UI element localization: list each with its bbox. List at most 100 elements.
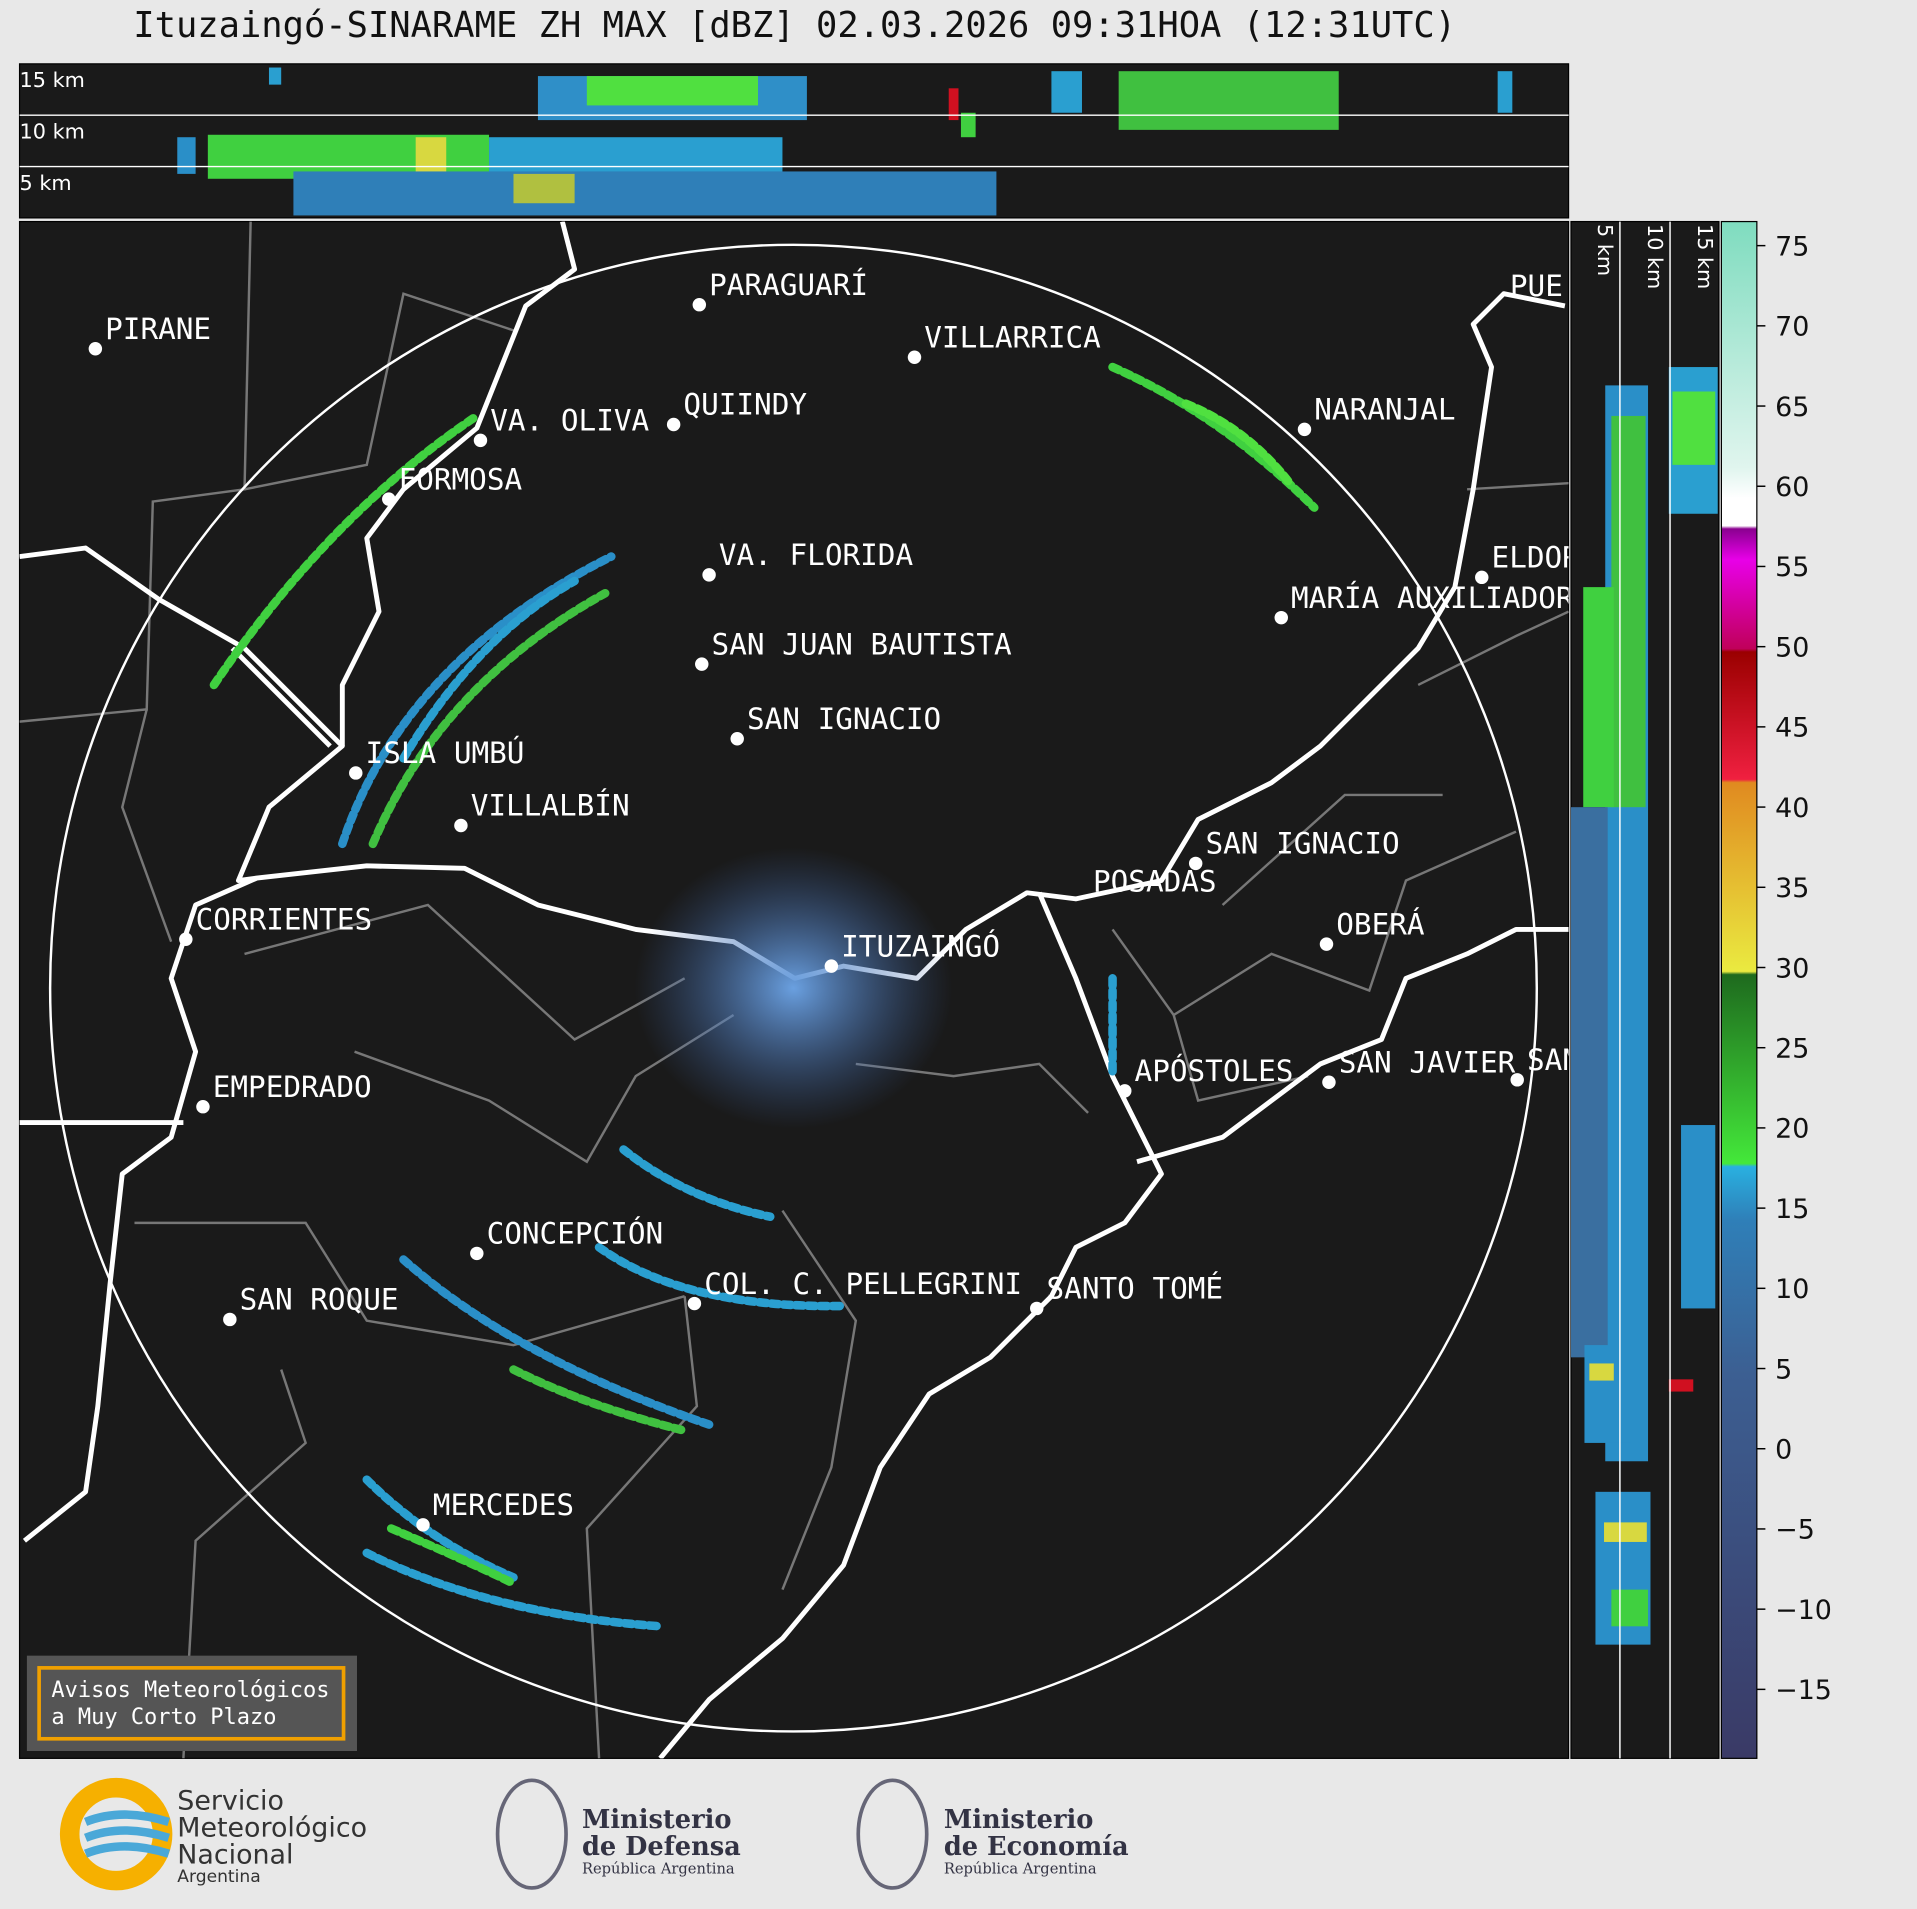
city-dot (1297, 422, 1312, 437)
city-label: SAN JUAN BAUTISTA (712, 627, 1013, 661)
colorbar-tick-label: 55 (1775, 552, 1809, 583)
colorbar-tick-label: 5 (1775, 1354, 1792, 1385)
range-ring (48, 243, 1539, 1733)
city-dot (196, 1099, 210, 1114)
city-label: MERCEDES (433, 1488, 574, 1522)
city-label: SAN ROQUE (240, 1283, 399, 1317)
city-label: SANTO TOMÉ (1047, 1271, 1224, 1306)
warning-box[interactable] (26, 1655, 357, 1752)
city-label: QUIINDY (683, 388, 807, 422)
city-dot (1274, 610, 1288, 625)
top-echoes (177, 67, 1513, 216)
city-dot (695, 657, 709, 671)
city-layer: PIRANE PARAGUARÍ VILLARRICA VA. OLIVA QUIIND… (88, 267, 1581, 1532)
city-dot (1510, 1073, 1524, 1087)
city-dot (473, 433, 488, 448)
colorbar-tick-label: 65 (1775, 392, 1809, 423)
city-dot (1475, 570, 1489, 585)
city-label: VILLARRICA (924, 320, 1101, 354)
title: Ituzaingó-SINARAME ZH MAX [dBZ] 02.03.20… (133, 5, 1456, 46)
logo-text: Servicio (177, 1786, 284, 1817)
city-dot (382, 492, 396, 506)
logo-text: República Argentina (944, 1860, 1097, 1877)
city-label: SAN IGNACIO (1205, 827, 1399, 861)
height-label: 5 km (1593, 224, 1617, 276)
city-label: NARANJAL (1314, 393, 1455, 427)
city-dot (88, 341, 103, 356)
colorbar-tick-label: 60 (1775, 472, 1809, 503)
logo-text: Ministerio (582, 1805, 732, 1835)
colorbar-tick-label: 0 (1775, 1435, 1792, 1466)
city-dot (692, 297, 707, 312)
logo-text: Nacional (177, 1839, 293, 1870)
city-dot (223, 1312, 237, 1327)
height-label: 10 km (1643, 224, 1667, 289)
smn-logo (59, 1777, 173, 1891)
height-label: 5 km (20, 171, 72, 195)
height-label: 10 km (20, 119, 85, 143)
colorbar-tick-label: −15 (1775, 1675, 1832, 1706)
coat-of-arms (495, 1778, 568, 1890)
logo-text: Ministerio (944, 1805, 1094, 1835)
city-dot (1118, 1084, 1132, 1098)
city-dot (1319, 937, 1334, 951)
logo-text: Argentina (177, 1867, 260, 1887)
logo-text: de Defensa (582, 1832, 741, 1862)
city-label: PIRANE (105, 312, 211, 346)
colorbar-tick-label: −10 (1775, 1595, 1832, 1626)
warning-border (37, 1666, 346, 1741)
city-label: APÓSTOLES (1135, 1052, 1294, 1088)
city-dot (824, 959, 839, 973)
city-dot (666, 417, 681, 432)
colorbar-tick-label: 10 (1775, 1274, 1809, 1305)
city-label: CORRIENTES (196, 902, 373, 936)
city-label: OBERÁ (1336, 906, 1425, 941)
warning-text: Avisos Meteorológicos (51, 1678, 329, 1703)
city-label: SAN (1527, 1043, 1580, 1077)
city-label: ITUZAINGÓ (841, 927, 1000, 963)
city-dot (179, 932, 193, 946)
city-dot (416, 1518, 430, 1532)
coat-of-arms (856, 1778, 929, 1890)
city-label: ELDOR (1492, 541, 1581, 575)
colorbar-tick-label: 30 (1775, 953, 1809, 984)
city-dot (1188, 856, 1203, 871)
city-label: SAN IGNACIO (747, 702, 941, 736)
city-label: FORMOSA (399, 462, 523, 496)
city-dot (349, 766, 363, 780)
colorbar-tick-label: 40 (1775, 793, 1809, 824)
city-label: PUE (1510, 269, 1563, 303)
height-label: 15 km (1693, 224, 1717, 289)
city-dot (1030, 1301, 1044, 1316)
colorbar-tick-label: 75 (1775, 231, 1809, 262)
city-label: VA. FLORIDA (719, 538, 914, 572)
colorbar (1720, 220, 1758, 1759)
city-label: VILLALBÍN (471, 788, 630, 823)
city-dot (907, 350, 922, 364)
colorbar-tick-label: 35 (1775, 873, 1809, 904)
height-label: 15 km (20, 68, 85, 92)
logo-text: de Economía (944, 1832, 1129, 1862)
city-label: SAN JAVIER (1339, 1045, 1516, 1079)
colorbar-tick-label: −5 (1775, 1515, 1815, 1546)
city-dot (470, 1246, 484, 1261)
colorbar-tick-label: 45 (1775, 713, 1809, 744)
city-label: PARAGUARÍ (709, 267, 868, 302)
city-dot (702, 568, 716, 582)
map-layers (19, 221, 1569, 1759)
city-label: POSADAS (1093, 865, 1217, 899)
warning-text: a Muy Corto Plazo (51, 1705, 276, 1730)
city-label: ISLA UMBÚ (366, 734, 525, 770)
colorbar-tick-label: 25 (1775, 1033, 1809, 1064)
city-label: COL. C. PELLEGRINI (704, 1267, 1022, 1301)
city-dot (687, 1296, 702, 1311)
city-dot (1322, 1075, 1336, 1089)
city-dot (730, 731, 744, 746)
city-label: EMPEDRADO (213, 1070, 372, 1104)
city-label: CONCEPCIÓN (487, 1215, 664, 1251)
city-dot (454, 818, 468, 833)
colorbar-tick-label: 15 (1775, 1194, 1809, 1225)
colorbar-tick-label: 70 (1775, 312, 1809, 343)
